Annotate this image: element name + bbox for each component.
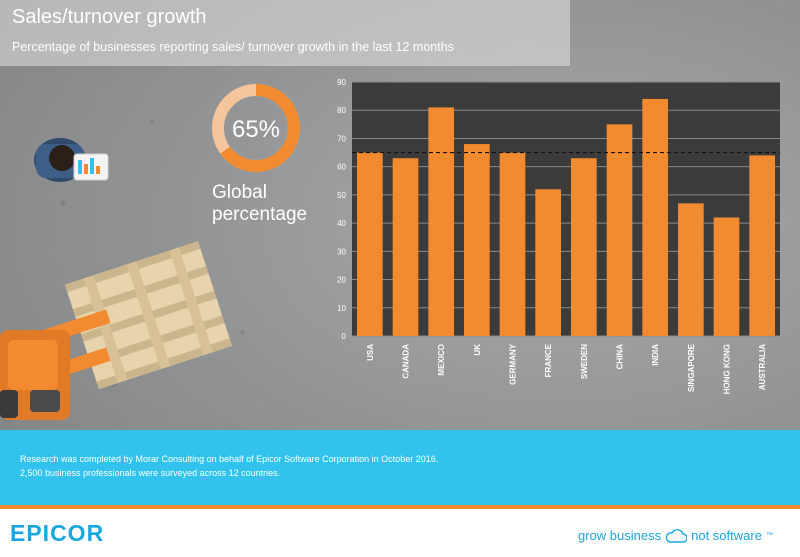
bottom-bar	[0, 509, 800, 557]
y-tick-label: 10	[337, 304, 346, 313]
x-tick-label: USA	[366, 344, 375, 361]
bar-usa	[356, 152, 383, 336]
x-tick-label: INDIA	[651, 344, 660, 366]
forklift-illustration	[0, 241, 233, 420]
page-subtitle: Percentage of businesses reporting sales…	[12, 40, 454, 54]
tagline-right: not software	[691, 528, 762, 543]
x-tick-label: FRANCE	[544, 343, 553, 377]
global-label-line2: percentage	[212, 204, 308, 225]
bar-india	[642, 98, 669, 336]
bar-hong-kong	[713, 217, 740, 336]
page-title: Sales/turnover growth	[12, 6, 207, 28]
y-tick-label: 0	[342, 332, 347, 341]
bar-canada	[392, 158, 419, 336]
global-label-line1: Global	[212, 182, 267, 203]
x-tick-label: CANADA	[402, 344, 411, 379]
x-tick-label: HONG KONG	[723, 344, 732, 394]
epicor-logo: EPICOR	[10, 520, 105, 546]
footnote-line2: 2,500 business professionals were survey…	[20, 468, 281, 478]
donut-arc	[212, 84, 300, 172]
x-tick-label: GERMANY	[509, 343, 518, 385]
plot-area	[352, 82, 780, 336]
person-with-tablet-illustration	[34, 138, 109, 182]
x-tick-label: SINGAPORE	[687, 343, 696, 392]
bar-singapore	[677, 203, 704, 336]
floor-speck	[60, 200, 66, 206]
bar-chart: 0 10 20 30 40 50 60 70 80 90 USA CANADA MEXICO UK GERM…	[337, 78, 780, 394]
y-tick-label: 40	[337, 219, 346, 228]
x-tick-label: AUSTRALIA	[758, 344, 767, 390]
x-tick-label: MEXICO	[437, 344, 446, 376]
tagline: grow business not software ™	[578, 528, 773, 543]
bar-uk	[463, 144, 490, 336]
tagline-left: grow business	[578, 528, 662, 543]
footnote-line1: Research was completed by Morar Consulti…	[20, 454, 439, 464]
header-panel: Sales/turnover growth Percentage of busi…	[0, 0, 570, 66]
bar-sweden	[570, 158, 597, 336]
donut-value-label: 65%	[232, 116, 280, 143]
global-percentage-label: Global percentage	[212, 182, 332, 226]
bar-france	[535, 189, 562, 336]
bar-mexico	[428, 107, 455, 337]
x-tick-label: UK	[473, 344, 482, 356]
floor-speck	[150, 120, 154, 124]
y-tick-label: 70	[337, 134, 346, 143]
y-tick-label: 60	[337, 163, 346, 172]
y-tick-label: 80	[337, 106, 346, 115]
global-percentage-donut: 65%	[212, 84, 300, 172]
research-footnote: Research was completed by Morar Consulti…	[20, 452, 438, 480]
cloud-icon	[665, 528, 688, 543]
footer-band	[0, 430, 800, 505]
x-tick-label: CHINA	[616, 344, 625, 370]
bar-germany	[499, 152, 526, 336]
y-tick-label: 30	[337, 247, 346, 256]
y-tick-label: 90	[337, 78, 346, 87]
floor-speck	[240, 330, 245, 335]
x-tick-label: SWEDEN	[580, 344, 589, 379]
y-tick-label: 20	[337, 276, 346, 285]
bar-australia	[749, 155, 776, 336]
orange-divider	[0, 505, 800, 509]
bar-china	[606, 124, 633, 336]
trademark-mark: ™	[765, 532, 773, 539]
y-tick-label: 50	[337, 191, 346, 200]
